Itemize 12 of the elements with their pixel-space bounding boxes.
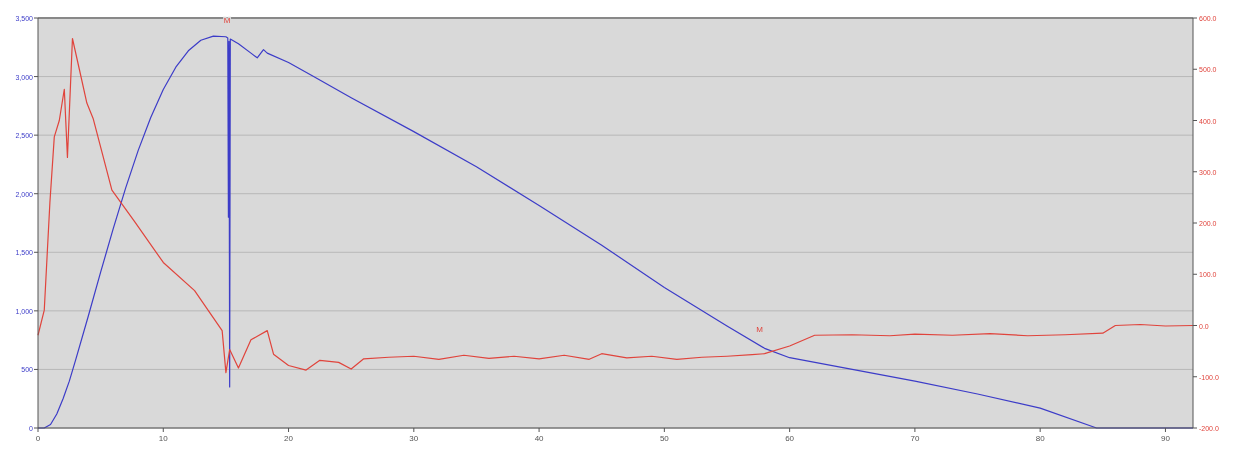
annotation: M <box>756 325 764 334</box>
x-tick-label: 40 <box>534 434 545 443</box>
x-tick-label: 60 <box>785 434 795 443</box>
x-tick-label: 0 <box>35 434 41 443</box>
x-tick-label: 50 <box>659 434 670 443</box>
x-tick-label: 80 <box>1035 434 1046 443</box>
x-tick-label: 70 <box>910 434 920 443</box>
annotation: M <box>223 16 231 26</box>
x-tick-label: 90 <box>1160 434 1171 443</box>
x-tick-label: 20 <box>284 434 294 443</box>
x-tick-label: 30 <box>409 434 419 443</box>
x-tick-label: 10 <box>158 434 169 443</box>
